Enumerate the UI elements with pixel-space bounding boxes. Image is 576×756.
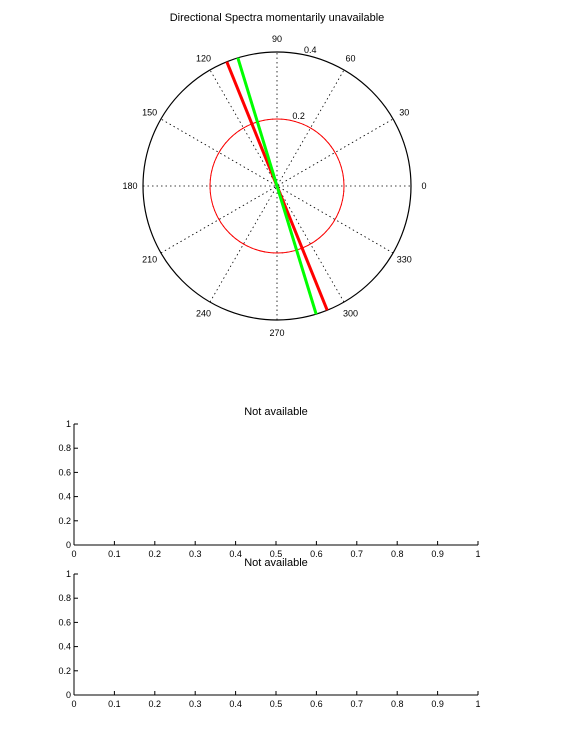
y-tick-label: 0.4 (58, 492, 71, 502)
angle-label: 210 (142, 255, 157, 265)
y-tick-label: 0.6 (58, 467, 71, 477)
angle-label: 60 (345, 54, 355, 64)
angle-label: 180 (122, 181, 137, 191)
radial-tick-label: 0.2 (292, 111, 305, 121)
angle-label: 90 (272, 34, 282, 44)
x-tick-label: 0 (71, 699, 76, 709)
x-tick-label: 0.8 (391, 549, 404, 559)
angle-label: 270 (269, 328, 284, 338)
y-tick-label: 0.2 (58, 666, 71, 676)
y-tick-label: 0.8 (58, 593, 71, 603)
polar-plot: Directional Spectra momentarily unavaila… (122, 12, 426, 338)
angle-label: 30 (399, 108, 409, 118)
axes-not-available-bottom: Not available 0 0.1 0.2 0.3 0.4 0.5 0.6 0.7 0.8 0… (58, 557, 480, 709)
radial-tick-label: 0.4 (304, 45, 317, 55)
x-tick-label: 0.7 (351, 699, 364, 709)
angle-label: 0 (421, 181, 426, 191)
x-tick-label: 0.2 (149, 549, 162, 559)
axes-2-title: Not available (244, 557, 308, 569)
x-tick-label: 0.7 (351, 549, 364, 559)
x-tick-label: 0.2 (149, 699, 162, 709)
x-tick-label: 0 (71, 549, 76, 559)
angle-label: 120 (196, 54, 211, 64)
angle-label: 240 (196, 308, 211, 318)
x-tick-label: 0.5 (270, 699, 283, 709)
y-tick-label: 0.8 (58, 443, 71, 453)
x-tick-label: 1 (475, 549, 480, 559)
y-tick-label: 1 (66, 419, 71, 429)
x-tick-label: 0.6 (310, 549, 323, 559)
x-tick-label: 0.4 (229, 699, 242, 709)
axes-1-title: Not available (244, 406, 308, 418)
reference-circle (209, 118, 345, 254)
y-tick-label: 0 (66, 690, 71, 700)
x-tick-label: 0.6 (310, 699, 323, 709)
x-tick-label: 0.3 (189, 549, 202, 559)
x-tick-label: 0.9 (431, 549, 444, 559)
angle-label: 330 (397, 255, 412, 265)
x-tick-label: 0.8 (391, 699, 404, 709)
y-tick-label: 0.2 (58, 516, 71, 526)
angle-label: 300 (343, 308, 358, 318)
y-tick-label: 0 (66, 540, 71, 550)
x-tick-label: 0.1 (108, 699, 121, 709)
x-tick-label: 0.5 (270, 549, 283, 559)
x-tick-label: 0.3 (189, 699, 202, 709)
axes-not-available-top: Not available 0 0.1 0.2 0.3 0.4 0.5 0.6 0.7 0.8 0… (58, 406, 480, 559)
x-tick-label: 0.9 (431, 699, 444, 709)
polar-title: Directional Spectra momentarily unavaila… (170, 12, 385, 24)
direction-line (236, 57, 318, 315)
x-tick-label: 1 (475, 699, 480, 709)
x-tick-label: 0.1 (108, 549, 121, 559)
y-tick-label: 1 (66, 569, 71, 579)
y-tick-label: 0.6 (58, 617, 71, 627)
y-tick-label: 0.4 (58, 642, 71, 652)
angle-label: 150 (142, 108, 157, 118)
x-tick-label: 0.4 (229, 549, 242, 559)
